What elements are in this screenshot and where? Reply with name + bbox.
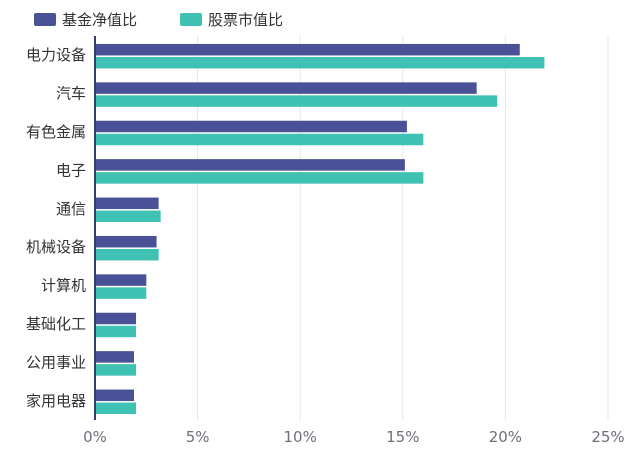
- bar-fund-nav-ratio: [96, 159, 405, 171]
- category-label: 家用电器: [26, 392, 86, 410]
- x-tick-label: 20%: [489, 428, 522, 446]
- legend-swatch: [180, 13, 202, 26]
- bar-fund-nav-ratio: [96, 389, 134, 402]
- bar-stock-value-ratio: [96, 248, 159, 261]
- category-label: 计算机: [41, 277, 86, 295]
- bar-stock-value-ratio: [96, 172, 424, 184]
- bar-fund-nav-ratio: [96, 274, 147, 286]
- bar-stock-value-ratio: [96, 210, 161, 223]
- x-tick-label: 15%: [386, 428, 419, 446]
- bar-stock-value-ratio: [96, 133, 424, 146]
- bar-fund-nav-ratio: [96, 43, 520, 56]
- category-label: 电力设备: [26, 46, 86, 64]
- bar-stock-value-ratio: [96, 364, 137, 376]
- category-label: 公用事业: [26, 353, 86, 371]
- x-tick-label: 0%: [83, 428, 107, 446]
- bar-stock-value-ratio: [96, 95, 498, 107]
- legend-label: 基金净值比: [62, 11, 137, 29]
- bar-fund-nav-ratio: [96, 120, 407, 133]
- bar-fund-nav-ratio: [96, 82, 477, 94]
- category-label: 通信: [56, 200, 86, 218]
- category-label: 机械设备: [26, 238, 86, 256]
- bar-stock-value-ratio: [96, 56, 545, 69]
- bars: [96, 43, 545, 415]
- legend-swatch: [34, 13, 56, 26]
- bar-stock-value-ratio: [96, 402, 137, 415]
- legend: 基金净值比 股票市值比: [34, 11, 283, 29]
- x-tick-label: 5%: [186, 428, 210, 446]
- bar-fund-nav-ratio: [96, 312, 137, 325]
- bar-fund-nav-ratio: [96, 235, 157, 248]
- category-label: 电子: [56, 161, 86, 179]
- category-label: 基础化工: [26, 315, 86, 333]
- bar-fund-nav-ratio: [96, 351, 134, 363]
- category-label: 汽车: [56, 85, 86, 103]
- x-tick-label: 25%: [591, 428, 624, 446]
- bar-stock-value-ratio: [96, 325, 137, 338]
- x-tick-label: 10%: [284, 428, 317, 446]
- bar-fund-nav-ratio: [96, 197, 159, 210]
- legend-label: 股票市值比: [208, 11, 283, 29]
- bar-stock-value-ratio: [96, 287, 147, 299]
- x-tick-labels: 0% 5% 10% 15% 20% 25%: [83, 428, 625, 446]
- category-label: 有色金属: [26, 123, 86, 141]
